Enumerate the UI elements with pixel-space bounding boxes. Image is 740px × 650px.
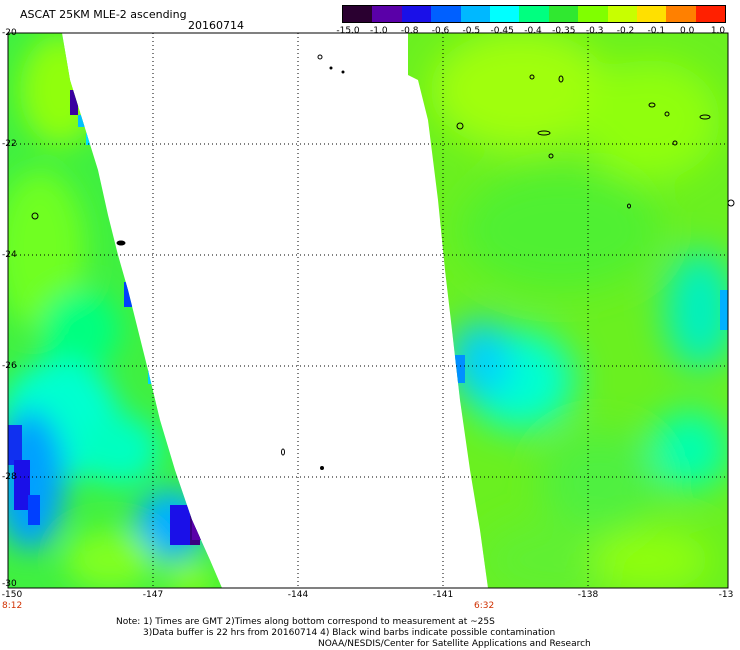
lon-label: -144 bbox=[287, 590, 309, 600]
colorbar-label: -0.5 bbox=[462, 26, 481, 36]
note-line-3: NOAA/NESDIS/Center for Satellite Applica… bbox=[318, 639, 591, 649]
colorbar-segment bbox=[695, 6, 726, 22]
colorbar-label: -0.8 bbox=[400, 26, 419, 36]
colorbar-label: -0.2 bbox=[616, 26, 635, 36]
colorbar-segment bbox=[578, 6, 608, 22]
colorbar-segment bbox=[343, 6, 373, 22]
colorbar-segment bbox=[607, 6, 637, 22]
map-date: 20160714 bbox=[188, 19, 244, 32]
colorbar-label: -0.4 bbox=[524, 26, 542, 36]
lat-label: -24 bbox=[2, 250, 17, 260]
colorbar-segment bbox=[460, 6, 490, 22]
colorbar-segment bbox=[489, 6, 520, 22]
swath-map bbox=[7, 32, 735, 589]
colorbar-label: -0.45 bbox=[490, 26, 514, 36]
colorbar-label: -1.0 bbox=[370, 26, 388, 36]
time-label: 6:32 bbox=[474, 601, 495, 611]
map-frame bbox=[7, 32, 729, 589]
graticule bbox=[8, 33, 728, 588]
colorbar-label: -0.3 bbox=[585, 26, 604, 36]
note-line-2: 3)Data buffer is 22 hrs from 20160714 4)… bbox=[143, 628, 556, 638]
colorbar-segment bbox=[666, 6, 696, 22]
lon-label: -138 bbox=[577, 590, 599, 600]
colorbar-label: -15.0 bbox=[336, 26, 360, 36]
right-swath bbox=[408, 33, 728, 588]
note-line-1: Note: 1) Times are GMT 2)Times along bot… bbox=[116, 617, 495, 627]
lon-label: -150 bbox=[1, 590, 23, 600]
lat-label: -28 bbox=[2, 472, 17, 482]
colorbar-label: -0.1 bbox=[647, 26, 666, 36]
lat-label: -22 bbox=[2, 139, 17, 149]
map-title: ASCAT 25KM MLE-2 ascending bbox=[20, 8, 187, 21]
lat-label: -26 bbox=[2, 361, 17, 371]
time-label: 8:12 bbox=[2, 601, 23, 611]
colorbar bbox=[342, 5, 726, 23]
colorbar-label: -0.6 bbox=[431, 26, 450, 36]
lon-label: -141 bbox=[432, 590, 454, 600]
colorbar-segment bbox=[372, 6, 402, 22]
colorbar-segment bbox=[401, 6, 432, 22]
colorbar-segment bbox=[636, 6, 667, 22]
lon-label: -13 bbox=[718, 590, 734, 600]
colorbar-label: -0.35 bbox=[552, 26, 576, 36]
lat-label: -30 bbox=[2, 579, 17, 589]
colorbar-segment bbox=[548, 6, 579, 22]
colorbar-segment bbox=[431, 6, 461, 22]
colorbar-segment bbox=[519, 6, 549, 22]
colorbar-label: 1.0 bbox=[710, 26, 726, 36]
colorbar-label: 0.0 bbox=[679, 26, 695, 36]
lon-label: -147 bbox=[142, 590, 164, 600]
left-swath bbox=[8, 33, 222, 588]
island-outlines bbox=[31, 54, 735, 470]
lat-label: -20 bbox=[2, 28, 17, 38]
